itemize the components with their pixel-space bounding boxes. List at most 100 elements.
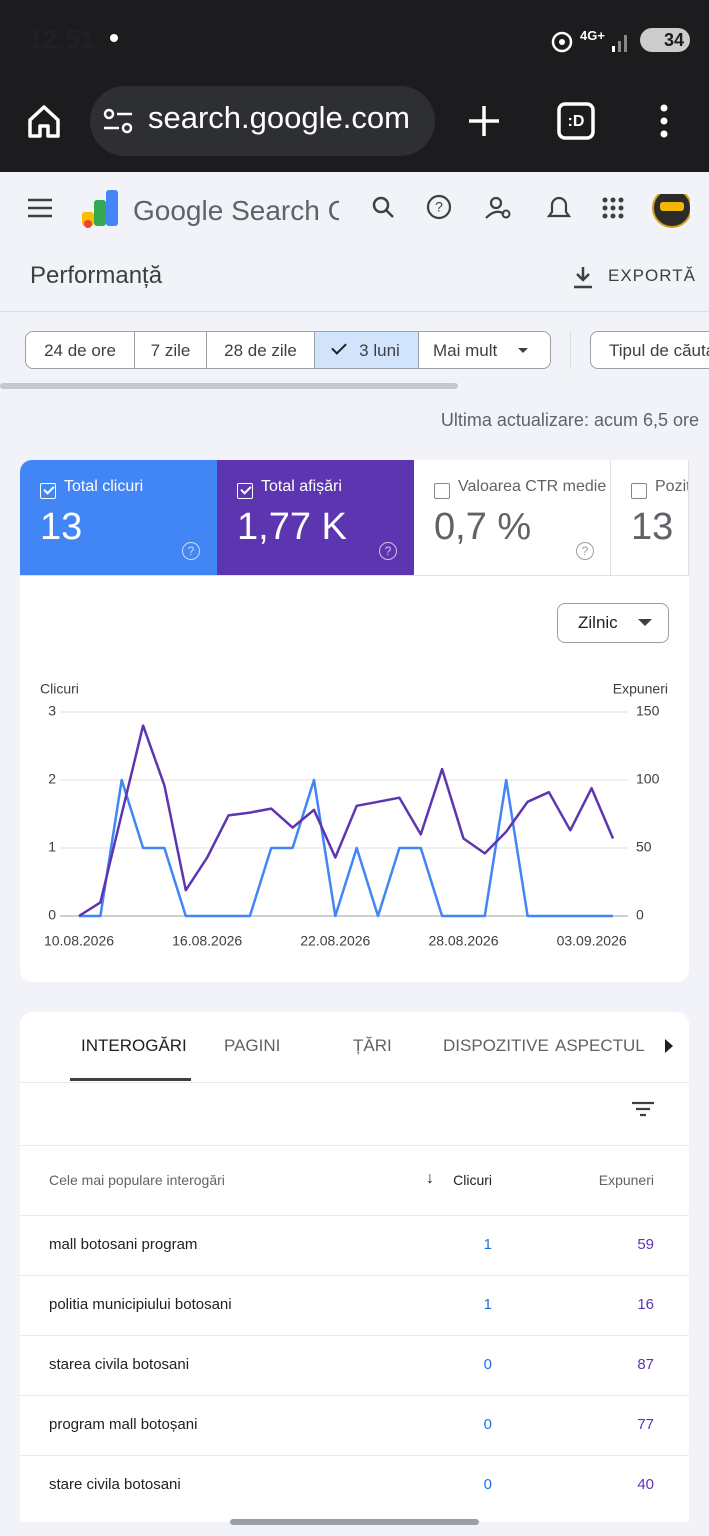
url: search.google.com: [148, 100, 410, 135]
site-settings-icon[interactable]: [102, 106, 136, 136]
tab[interactable]: PAGINI: [224, 1036, 281, 1055]
hamburger-button[interactable]: [28, 198, 52, 218]
tabs-button[interactable]: :D: [556, 101, 596, 141]
svg-text:?: ?: [435, 199, 443, 215]
metric-tile[interactable]: Poziția medie 13: [611, 460, 689, 576]
clock: 12:51: [28, 24, 95, 54]
metric-value: 0,7 %: [434, 506, 532, 548]
metric-value: 13: [40, 506, 83, 548]
y-tick-label: 1: [48, 839, 56, 855]
metric-tile[interactable]: Total clicuri 13?: [20, 460, 217, 576]
table-cell: 0: [483, 1416, 492, 1433]
divider: [570, 331, 571, 369]
table-cell[interactable]: program mall botoșani: [49, 1416, 198, 1433]
svg-text::D: :D: [568, 113, 585, 130]
metric-tile[interactable]: Valoarea CTR medie 0,7 %?: [414, 460, 611, 576]
divider: [20, 1335, 689, 1336]
home-button[interactable]: [26, 102, 66, 142]
network: 4G+: [580, 28, 605, 43]
last-updated: Ultima actualizare: acum 6,5 ore: [440, 410, 699, 430]
metric-tile[interactable]: Total afișări 1,77 K?: [217, 460, 414, 576]
y2-tick-label: 100: [636, 771, 660, 787]
x-tick-label: 28.08.2026: [428, 933, 498, 949]
signal-icons: [551, 31, 627, 53]
series-line: [78, 724, 615, 918]
toolbar-icons[interactable]: ?: [370, 194, 690, 234]
divider: [20, 1215, 689, 1216]
search-type-filter[interactable]: Tipul de căutare: [590, 331, 709, 369]
range-filter[interactable]: 7 zile: [134, 331, 207, 369]
y2-axis-label: Expuneri: [613, 681, 668, 697]
granularity: Zilnic: [578, 613, 618, 632]
table-cell: 1: [483, 1296, 492, 1313]
column-header[interactable]: Expuneri: [598, 1172, 654, 1188]
export-icon[interactable]: [572, 265, 594, 289]
table-cell: 87: [637, 1356, 654, 1373]
table-cell[interactable]: stare civila botosani: [49, 1476, 181, 1493]
range-filter[interactable]: 3 luni: [314, 331, 419, 369]
table-cell: 1: [483, 1236, 492, 1253]
scrollbar: [0, 383, 458, 389]
tab-indicator: [70, 1078, 191, 1081]
column-header: Cele mai populare interogări: [49, 1172, 225, 1188]
metric-label: Poziția medie: [655, 478, 688, 495]
table-cell: 77: [637, 1416, 654, 1433]
metric-label: Valoarea CTR medie: [458, 478, 607, 495]
page-title: Performanță: [30, 262, 163, 289]
export-button[interactable]: EXPORTĂ: [608, 266, 696, 285]
notification-dot: [110, 34, 118, 42]
y-tick-label: 2: [48, 771, 56, 787]
range-filter[interactable]: Mai mult: [418, 331, 551, 369]
x-tick-label: 10.08.2026: [44, 933, 114, 949]
table-cell: 0: [483, 1356, 492, 1373]
table-cell: 59: [637, 1236, 654, 1253]
table-cell: 16: [637, 1296, 654, 1313]
divider: [20, 1145, 689, 1146]
column-header[interactable]: Clicuri: [453, 1172, 492, 1188]
app-bar: [0, 172, 709, 240]
tab[interactable]: DISPOZITIVE: [443, 1036, 549, 1055]
sort-arrow: ↓: [426, 1170, 434, 1187]
gesture-bar: [230, 1519, 479, 1525]
x-tick-label: 22.08.2026: [300, 933, 370, 949]
brand: Google Search Console: [133, 195, 339, 226]
divider: [0, 311, 709, 312]
table-cell[interactable]: politia municipiului botosani: [49, 1296, 232, 1313]
divider: [20, 1082, 689, 1083]
menu-button[interactable]: [654, 102, 674, 140]
range-filter[interactable]: 24 de ore: [25, 331, 135, 369]
granularity-select[interactable]: Zilnic: [557, 603, 669, 643]
y-axis-label: Clicuri: [40, 681, 79, 697]
help-icon: ?: [182, 542, 200, 560]
tab[interactable]: INTEROGĂRI: [81, 1036, 187, 1055]
table-cell[interactable]: starea civila botosani: [49, 1356, 190, 1373]
checkbox: [40, 483, 56, 499]
filter-button[interactable]: [632, 1101, 654, 1117]
table-cell: 0: [483, 1476, 492, 1493]
metric-label: Total clicuri: [64, 478, 144, 495]
address-bar[interactable]: [90, 86, 435, 156]
divider: [20, 575, 689, 576]
divider: [20, 1395, 689, 1396]
divider: [20, 1455, 689, 1456]
dropdown-arrow: [638, 619, 652, 626]
tab[interactable]: ȚĂRI: [353, 1036, 392, 1055]
table-cell[interactable]: mall botosani program: [49, 1236, 198, 1253]
checkbox: [434, 483, 450, 499]
x-tick-label: 16.08.2026: [172, 933, 242, 949]
y2-tick-label: 0: [636, 907, 644, 923]
y2-tick-label: 150: [636, 703, 660, 719]
table-card: [20, 1012, 689, 1522]
dropdown-arrow: [518, 348, 528, 353]
y-tick-label: 0: [48, 907, 56, 923]
metric-value: 13: [631, 506, 674, 548]
y2-tick-label: 50: [636, 839, 652, 855]
y-tick-label: 3: [48, 703, 56, 719]
help-icon: ?: [379, 542, 397, 560]
tabs-next[interactable]: [664, 1039, 674, 1053]
range-filter[interactable]: 28 de zile: [206, 331, 315, 369]
tab[interactable]: ASPECTUL: [555, 1036, 645, 1055]
metric-value: 1,77 K: [237, 506, 347, 548]
new-tab-button[interactable]: [465, 102, 503, 140]
